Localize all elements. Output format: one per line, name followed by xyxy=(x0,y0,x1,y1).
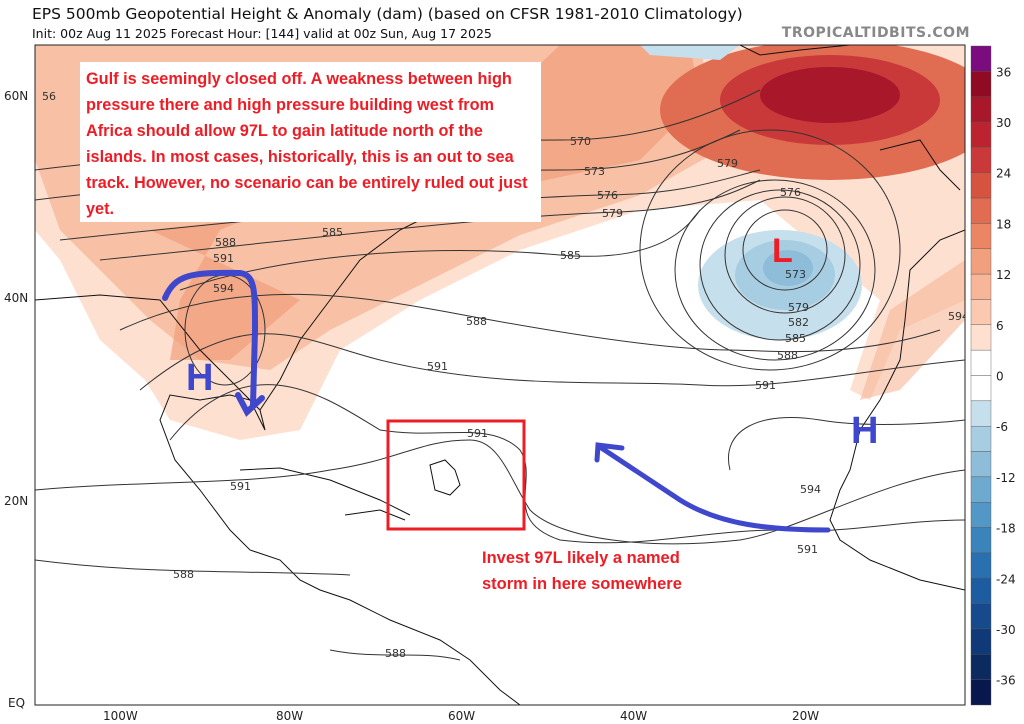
contour-label: 594 xyxy=(213,282,234,295)
contour-label: 585 xyxy=(560,249,581,262)
colorbar-label: -18 xyxy=(996,522,1016,536)
colorbar-bin xyxy=(970,223,992,249)
colorbar-bin xyxy=(970,425,992,452)
lat-label: 20N xyxy=(4,494,28,508)
lat-label: 40N xyxy=(4,291,28,305)
colorbar-label: 18 xyxy=(996,217,1011,231)
contour-label: 591 xyxy=(467,427,488,440)
contour-label: 588 xyxy=(173,568,194,581)
colorbar-label: -24 xyxy=(996,572,1016,586)
contour-label: 591 xyxy=(755,379,776,392)
contour-label: 579 xyxy=(717,157,738,170)
colorbar-bin xyxy=(970,197,992,224)
contour-label: 585 xyxy=(785,332,806,345)
contour-label: 588 xyxy=(777,349,798,362)
negative-anomaly-fill xyxy=(640,45,862,340)
contour-label: 591 xyxy=(230,480,251,493)
colorbar-label: 30 xyxy=(996,116,1011,130)
colorbar-bin xyxy=(970,172,992,199)
colorbar-bin xyxy=(970,400,992,427)
forecast-discussion-note: Gulf is seemingly closed off. A weakness… xyxy=(80,62,541,222)
colorbar-bin xyxy=(970,527,992,554)
gulf-ridge-arrow xyxy=(162,269,265,417)
colorbar-bin xyxy=(970,121,992,148)
colorbar-bin xyxy=(970,578,992,604)
colorbar-bin xyxy=(970,679,992,706)
map-title: EPS 500mb Geopotential Height & Anomaly … xyxy=(32,5,743,23)
colorbar-bin xyxy=(970,476,992,503)
contour-label: 576 xyxy=(597,189,618,202)
lon-label: 100W xyxy=(103,709,138,723)
colorbar-bin xyxy=(970,654,992,680)
contour-label: 594 xyxy=(948,310,969,323)
contour-label: 588 xyxy=(466,315,487,328)
high-pressure-marker-east: H xyxy=(851,410,878,452)
contour-label: 579 xyxy=(602,207,623,220)
colorbar-bin xyxy=(970,349,992,376)
colorbar-label: -36 xyxy=(996,674,1016,688)
contour-label: 585 xyxy=(322,226,343,239)
colorbar-label: 24 xyxy=(996,167,1011,181)
colorbar-label: 36 xyxy=(996,65,1011,79)
contour-label: 576 xyxy=(780,186,801,199)
contour-label: 591 xyxy=(427,360,448,373)
contour-label-group: 56 570 573 576 579 579 576 585 588 591 5… xyxy=(42,90,969,660)
colorbar-bin xyxy=(970,299,992,326)
colorbar-label: 0 xyxy=(996,370,1004,384)
contour-label: 591 xyxy=(213,252,234,265)
high-pressure-marker-west: H xyxy=(186,357,213,399)
contour-label: 570 xyxy=(570,135,591,148)
contour-label: 591 xyxy=(797,543,818,556)
track-arrow xyxy=(594,442,831,533)
colorbar-bin xyxy=(970,147,992,173)
colorbar-bin xyxy=(970,273,992,300)
colorbar-bin xyxy=(970,603,992,630)
contour-label: 573 xyxy=(785,268,806,281)
colorbar-bin xyxy=(970,71,992,97)
colorbar-label: -12 xyxy=(996,471,1016,485)
colorbar-label: 6 xyxy=(996,319,1004,333)
colorbar-label: -6 xyxy=(996,420,1008,434)
lat-label: 60N xyxy=(4,89,28,103)
colorbar-bin xyxy=(970,45,992,72)
colorbar-bin xyxy=(970,96,992,123)
map-subtitle: Init: 00z Aug 11 2025 Forecast Hour: [14… xyxy=(32,26,492,41)
colorbar-bin xyxy=(970,552,992,579)
brand-watermark: TROPICALTIDBITS.COM xyxy=(781,25,970,41)
lon-label: 20W xyxy=(792,709,819,723)
colorbar-bin xyxy=(970,502,992,528)
contour-label: 582 xyxy=(788,316,809,329)
lon-label: 60W xyxy=(448,709,475,723)
contour-label: 573 xyxy=(584,165,605,178)
colorbar-bin xyxy=(970,324,992,351)
lon-label: 40W xyxy=(620,709,647,723)
colorbar: 36 30 24 18 12 6 0 -6 -12 -18 -24 -30 -36 xyxy=(970,45,1016,706)
lat-label: EQ xyxy=(8,696,25,710)
contour-label: 579 xyxy=(788,301,809,314)
colorbar-label: 12 xyxy=(996,268,1011,282)
invest-highlight-box xyxy=(386,419,526,531)
lon-label: 80W xyxy=(276,709,303,723)
colorbar-bin xyxy=(970,628,992,655)
colorbar-label: -30 xyxy=(996,623,1016,637)
colorbar-bin xyxy=(970,248,992,275)
contour-label: 56 xyxy=(42,90,56,103)
contour-label: 588 xyxy=(385,647,406,660)
coastlines xyxy=(35,45,965,705)
colorbar-bin xyxy=(970,375,992,402)
low-pressure-marker: L xyxy=(772,232,793,270)
invest-97l-note: Invest 97L likely a named storm in here … xyxy=(482,549,682,593)
contour-label: 588 xyxy=(215,236,236,249)
contour-label: 594 xyxy=(800,483,821,496)
colorbar-bin xyxy=(970,451,992,478)
